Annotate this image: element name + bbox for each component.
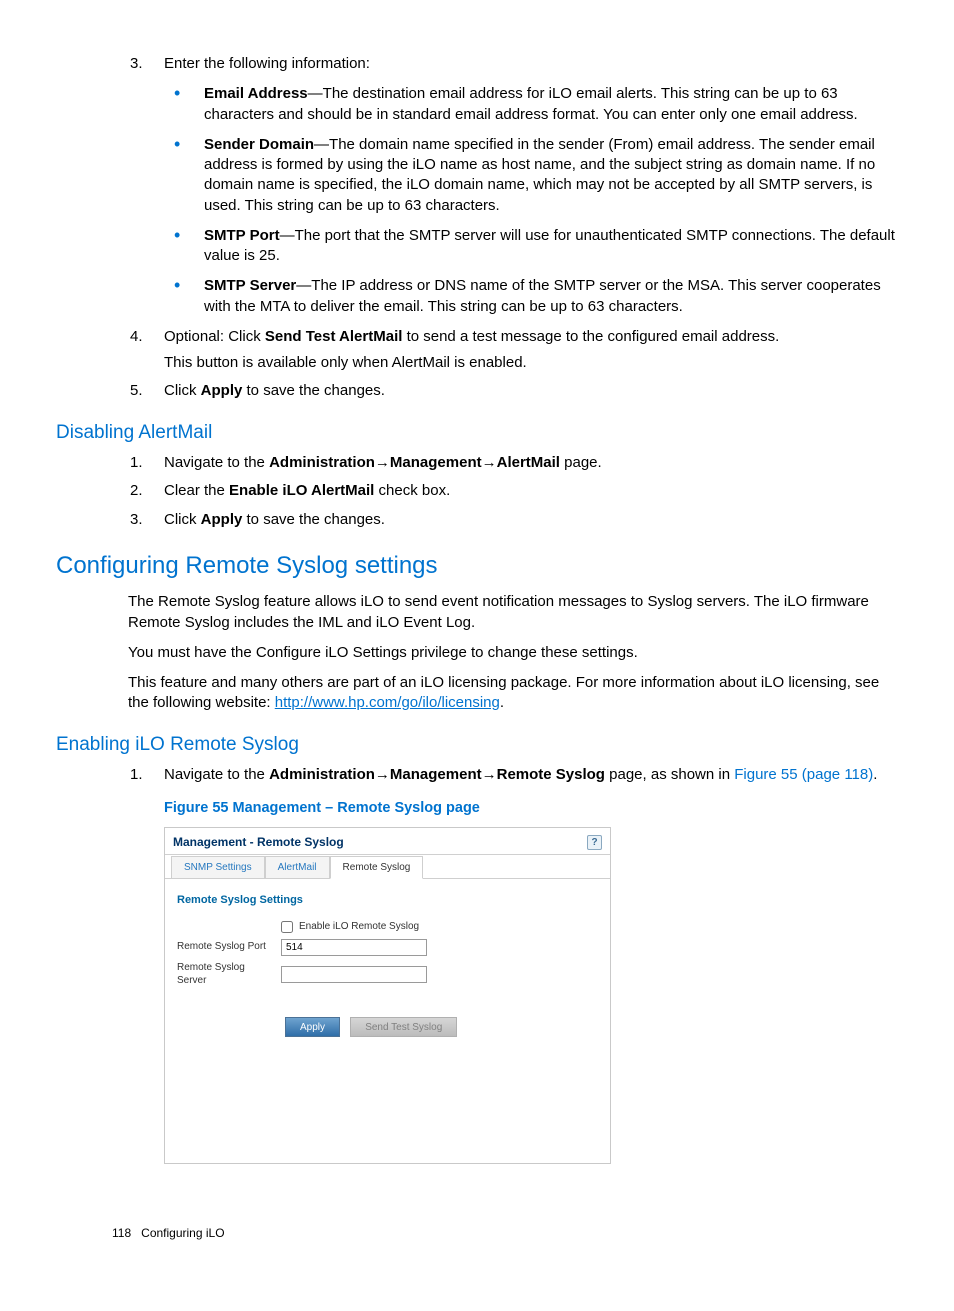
syslog-port-input[interactable] [281, 939, 427, 956]
disable-step-3: 3. Click Apply to save the changes. [56, 510, 898, 530]
step-bold: Send Test AlertMail [265, 328, 403, 345]
b: AlertMail [497, 454, 560, 471]
tab-alertmail[interactable]: AlertMail [265, 856, 330, 880]
disable-steps: 1. Navigate to the Administration→Manage… [56, 453, 898, 530]
send-test-syslog-button: Send Test Syslog [350, 1017, 457, 1037]
licensing-link[interactable]: http://www.hp.com/go/ilo/licensing [275, 694, 500, 711]
figure-caption: Figure 55 Management – Remote Syslog pag… [164, 799, 898, 819]
t: check box. [374, 482, 450, 499]
panel-title: Management - Remote Syslog [173, 834, 344, 850]
tab-bar: SNMP Settings AlertMail Remote Syslog [165, 855, 610, 879]
footer-section: Configuring iLO [141, 1226, 224, 1240]
t: Click [164, 511, 201, 528]
t: Clear the [164, 482, 229, 499]
b: Management [390, 454, 482, 471]
step-note: This button is available only when Alert… [164, 353, 898, 373]
bullet-smtp-port: SMTP Port—The port that the SMTP server … [164, 226, 898, 267]
t: page, as shown in [605, 766, 734, 783]
b: Remote Syslog [497, 766, 605, 783]
arrow: → [482, 766, 497, 783]
cfg-para-2: You must have the Configure iLO Settings… [56, 643, 898, 663]
b: Apply [201, 511, 243, 528]
t: Navigate to the [164, 454, 269, 471]
b: Administration [269, 766, 375, 783]
help-icon[interactable]: ? [587, 835, 602, 850]
step-number: 4. [130, 327, 143, 347]
button-row: Apply Send Test Syslog [177, 1016, 598, 1037]
checkbox-label: Enable iLO Remote Syslog [299, 920, 419, 934]
t: Navigate to the [164, 766, 269, 783]
bullet-email-address: Email Address—The destination email addr… [164, 84, 898, 125]
step-4: 4. Optional: Click Send Test AlertMail t… [56, 327, 898, 374]
tab-snmp-settings[interactable]: SNMP Settings [171, 856, 265, 880]
bullet-smtp-server: SMTP Server—The IP address or DNS name o… [164, 276, 898, 317]
arrow: → [375, 766, 390, 783]
screenshot-remote-syslog: Management - Remote Syslog ? SNMP Settin… [164, 827, 611, 1164]
enable-remote-syslog-checkbox[interactable] [281, 921, 293, 933]
heading-configuring-remote-syslog: Configuring Remote Syslog settings [56, 550, 898, 582]
step-text-post: to send a test message to the configured… [402, 328, 779, 345]
steps-list-continued: 3. Enter the following information: Emai… [56, 54, 898, 402]
heading-disabling-alertmail: Disabling AlertMail [56, 420, 898, 446]
figure-xref[interactable]: Figure 55 (page 118) [734, 766, 873, 783]
bullet-text: —The port that the SMTP server will use … [204, 227, 895, 264]
page-number: 118 [112, 1226, 131, 1240]
bullet-label: SMTP Port [204, 227, 280, 244]
arrow: → [375, 454, 390, 471]
t: page. [560, 454, 602, 471]
step-number: 1. [130, 453, 143, 473]
step-text: Enter the following information: [164, 55, 370, 72]
cfg-para-1: The Remote Syslog feature allows iLO to … [56, 592, 898, 633]
enable-step-1: 1. Navigate to the Administration→Manage… [56, 765, 898, 785]
disable-step-1: 1. Navigate to the Administration→Manage… [56, 453, 898, 473]
tab-remote-syslog[interactable]: Remote Syslog [330, 856, 424, 880]
t: to save the changes. [242, 511, 385, 528]
step-text-pre: Optional: Click [164, 328, 265, 345]
b: Management [390, 766, 482, 783]
bullet-sender-domain: Sender Domain—The domain name specified … [164, 135, 898, 216]
row-syslog-port: Remote Syslog Port [177, 939, 598, 956]
t: . [500, 694, 504, 711]
bullet-text: —The IP address or DNS name of the SMTP … [204, 277, 881, 314]
bullet-label: SMTP Server [204, 277, 296, 294]
cfg-para-3: This feature and many others are part of… [56, 673, 898, 714]
b: Enable iLO AlertMail [229, 482, 374, 499]
settings-panel: Remote Syslog Settings Enable iLO Remote… [165, 879, 610, 1050]
step-bold: Apply [201, 382, 243, 399]
step-text-post: to save the changes. [242, 382, 385, 399]
t: . [873, 766, 877, 783]
disable-step-2: 2. Clear the Enable iLO AlertMail check … [56, 481, 898, 501]
step-number: 2. [130, 481, 143, 501]
server-label: Remote Syslog Server [177, 961, 281, 988]
step-5: 5. Click Apply to save the changes. [56, 381, 898, 401]
bullet-label: Email Address [204, 85, 308, 102]
row-enable-checkbox: Enable iLO Remote Syslog [177, 920, 598, 934]
step-number: 5. [130, 381, 143, 401]
field-bullets: Email Address—The destination email addr… [164, 84, 898, 317]
step-text-pre: Click [164, 382, 201, 399]
apply-button[interactable]: Apply [285, 1017, 340, 1037]
panel-header: Management - Remote Syslog ? [165, 828, 610, 855]
b: Administration [269, 454, 375, 471]
step-number: 3. [130, 510, 143, 530]
settings-title: Remote Syslog Settings [177, 893, 598, 908]
enable-steps: 1. Navigate to the Administration→Manage… [56, 765, 898, 785]
step-3: 3. Enter the following information: Emai… [56, 54, 898, 317]
step-number: 3. [130, 54, 143, 74]
page-footer: 118 Configuring iLO [112, 1225, 225, 1241]
arrow: → [482, 454, 497, 471]
heading-enabling-remote-syslog: Enabling iLO Remote Syslog [56, 732, 898, 758]
port-label: Remote Syslog Port [177, 940, 281, 954]
step-number: 1. [130, 765, 143, 785]
row-syslog-server: Remote Syslog Server [177, 961, 598, 988]
bullet-label: Sender Domain [204, 136, 314, 153]
syslog-server-input[interactable] [281, 966, 427, 983]
